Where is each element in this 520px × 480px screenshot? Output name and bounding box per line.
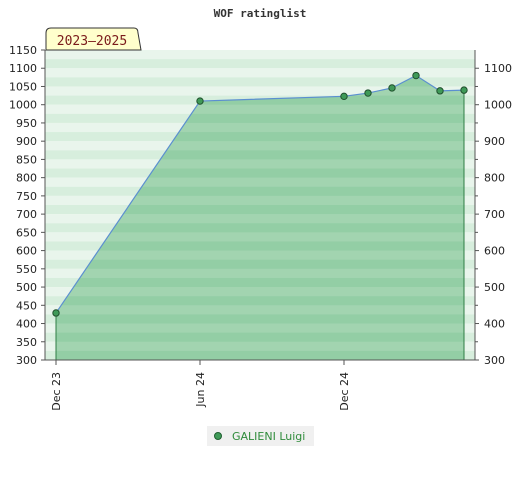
y-left-tick-label: 600 xyxy=(16,245,37,258)
data-point-2024-06 xyxy=(196,97,204,105)
y-right-tick-label: 1100 xyxy=(484,62,512,75)
y-left-tick-label: 450 xyxy=(16,299,37,312)
y-right-tick-label: 600 xyxy=(484,245,505,258)
y-left-tick-label: 950 xyxy=(16,117,37,130)
y-right-tick-label: 800 xyxy=(484,172,505,185)
y-axis-right: 300 400 500 600 700 800 900 1000 1100 xyxy=(475,62,512,367)
y-left-tick-label: 800 xyxy=(16,172,37,185)
y-left-tick-label: 400 xyxy=(16,318,37,331)
y-left-tick-label: 750 xyxy=(16,190,37,203)
period-badge-text: 2023–2025 xyxy=(57,34,127,49)
plot-frame xyxy=(44,50,476,361)
y-left-tick-label: 500 xyxy=(16,281,37,294)
y-left-tick-label: 1000 xyxy=(9,99,37,112)
data-point-2025-05 xyxy=(460,86,468,94)
chart-title: WOF ratinglist xyxy=(214,7,307,20)
data-point-2024-12 xyxy=(340,92,348,101)
y-right-tick-label: 900 xyxy=(484,135,505,148)
y-right-tick-label: 1000 xyxy=(484,99,512,112)
data-point-2025-02 xyxy=(388,84,396,92)
series-markers xyxy=(52,71,468,317)
x-tick-label: Dec 23 xyxy=(50,372,63,411)
y-left-tick-label: 300 xyxy=(16,354,37,367)
x-axis: Dec 23 Jun 24 Dec 24 xyxy=(50,360,351,411)
data-point-2023-12 xyxy=(52,309,60,317)
y-left-tick-label: 900 xyxy=(16,135,37,148)
series-line xyxy=(55,74,465,314)
x-tick-label: Dec 24 xyxy=(338,372,351,411)
y-left-tick-label: 850 xyxy=(16,153,37,166)
data-point-2025-04 xyxy=(436,87,444,95)
y-right-tick-label: 700 xyxy=(484,208,505,221)
y-left-tick-label: 650 xyxy=(16,226,37,239)
y-right-tick-label: 300 xyxy=(484,354,505,367)
y-left-tick-label: 350 xyxy=(16,336,37,349)
legend-label: GALIENI Luigi xyxy=(232,430,305,443)
data-point-2025-03 xyxy=(412,71,420,80)
y-axis-left: 300 350 400 450 500 550 600 650 700 750 800 850 900 9… xyxy=(9,44,45,367)
y-left-tick-label: 550 xyxy=(16,263,37,276)
y-left-tick-label: 1150 xyxy=(9,44,37,57)
y-left-tick-label: 1100 xyxy=(9,62,37,75)
area-fill xyxy=(56,75,464,360)
x-tick-label: Jun 24 xyxy=(194,372,207,408)
y-left-tick-label: 1050 xyxy=(9,80,37,93)
y-right-tick-label: 400 xyxy=(484,318,505,331)
y-left-tick-label: 700 xyxy=(16,208,37,221)
legend-marker xyxy=(214,432,222,440)
legend[interactable]: GALIENI Luigi xyxy=(207,426,314,446)
y-right-tick-label: 500 xyxy=(484,281,505,294)
period-badge: 2023–2025 xyxy=(45,27,142,51)
data-point-2025-01 xyxy=(364,89,372,97)
